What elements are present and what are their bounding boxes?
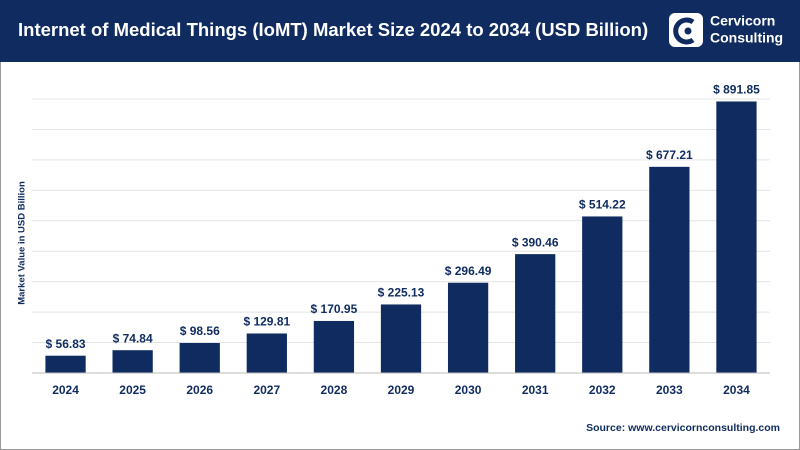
x-tick-label: 2030 bbox=[455, 383, 482, 397]
bar bbox=[112, 350, 153, 373]
value-label: $ 514.22 bbox=[579, 198, 626, 212]
bar bbox=[380, 304, 422, 373]
x-tick-label: 2026 bbox=[186, 383, 213, 397]
value-label: $ 170.95 bbox=[311, 302, 358, 316]
x-tick-label: 2032 bbox=[589, 383, 616, 397]
value-label: $ 390.46 bbox=[512, 235, 559, 249]
bar bbox=[313, 320, 355, 373]
logo-mark bbox=[673, 17, 695, 45]
value-label: $ 225.13 bbox=[378, 286, 425, 300]
bar bbox=[179, 342, 220, 373]
bar bbox=[45, 355, 86, 373]
value-label: $ 129.81 bbox=[243, 315, 290, 329]
bar bbox=[246, 333, 287, 373]
bar bbox=[447, 282, 489, 373]
bar bbox=[582, 216, 623, 373]
header bbox=[0, 0, 800, 62]
x-tick-label: 2025 bbox=[119, 383, 146, 397]
value-label: $ 296.49 bbox=[445, 264, 492, 278]
value-label: $ 891.85 bbox=[713, 83, 760, 97]
logo-dot bbox=[684, 27, 692, 35]
x-tick-label: 2034 bbox=[723, 383, 750, 397]
x-tick-label: 2024 bbox=[52, 383, 79, 397]
x-tick-label: 2027 bbox=[253, 383, 280, 397]
bar bbox=[716, 101, 757, 373]
bar bbox=[649, 166, 690, 373]
value-label: $ 98.56 bbox=[180, 324, 220, 338]
x-tick-label: 2031 bbox=[522, 383, 549, 397]
chart-title: Internet of Medical Things (IoMT) Market… bbox=[18, 19, 648, 40]
value-label: $ 56.83 bbox=[46, 337, 86, 351]
x-tick-label: 2033 bbox=[656, 383, 683, 397]
y-axis-label: Market Value in USD Billion bbox=[17, 181, 28, 305]
brand-line: Consulting bbox=[710, 30, 783, 46]
brand-line: Cervicorn bbox=[710, 13, 775, 29]
value-label: $ 677.21 bbox=[646, 148, 693, 162]
value-label: $ 74.84 bbox=[113, 331, 153, 345]
x-tick-label: 2029 bbox=[388, 383, 415, 397]
x-tick-label: 2028 bbox=[321, 383, 348, 397]
source: Source: www.cervicornconsulting.com bbox=[586, 422, 780, 434]
bar bbox=[515, 254, 556, 373]
